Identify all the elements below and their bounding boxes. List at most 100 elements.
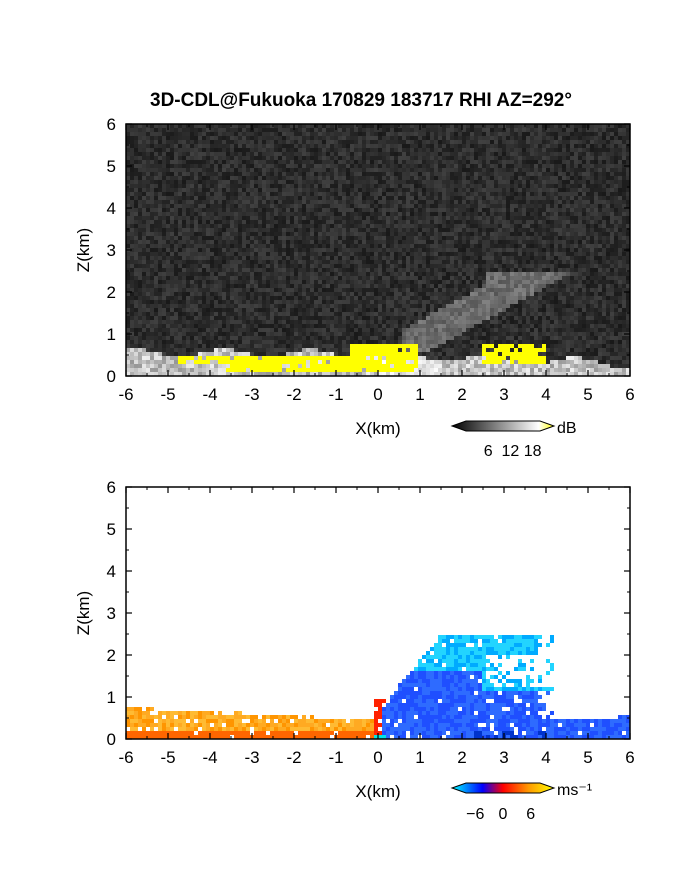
heatmap-cell <box>138 124 142 128</box>
heatmap-cell <box>210 160 214 164</box>
heatmap-cell <box>526 216 530 220</box>
heatmap-cell <box>366 168 370 172</box>
heatmap-cell <box>602 164 606 168</box>
heatmap-cell <box>342 160 346 164</box>
heatmap-cell <box>262 156 266 160</box>
heatmap-cell <box>362 248 366 252</box>
heatmap-cell <box>462 124 466 128</box>
heatmap-cell <box>386 204 390 208</box>
heatmap-cell <box>490 188 494 192</box>
heatmap-cell <box>410 168 414 172</box>
heatmap-cell <box>166 212 170 216</box>
heatmap-cell <box>530 236 534 240</box>
heatmap-cell <box>438 268 442 272</box>
heatmap-cell <box>326 248 330 252</box>
heatmap-cell <box>166 216 170 220</box>
heatmap-cell <box>598 272 602 276</box>
heatmap-cell <box>222 264 226 268</box>
heatmap-cell <box>382 124 386 128</box>
heatmap-cell <box>434 132 438 136</box>
heatmap-cell <box>402 180 406 184</box>
heatmap-cell <box>394 248 398 252</box>
heatmap-cell <box>266 260 270 264</box>
heatmap-cell <box>130 256 134 260</box>
heatmap-cell <box>298 184 302 188</box>
heatmap-cell <box>338 176 342 180</box>
heatmap-cell <box>238 232 242 236</box>
heatmap-cell <box>622 148 626 152</box>
heatmap-cell <box>202 132 206 136</box>
heatmap-cell <box>378 124 382 128</box>
heatmap-cell <box>282 244 286 248</box>
heatmap-cell <box>150 192 154 196</box>
heatmap-cell <box>538 180 542 184</box>
heatmap-cell <box>186 244 190 248</box>
heatmap-cell <box>526 156 530 160</box>
heatmap-cell <box>578 128 582 132</box>
heatmap-cell <box>158 156 162 160</box>
heatmap-cell <box>594 260 598 264</box>
heatmap-cell <box>578 164 582 168</box>
heatmap-cell <box>306 244 310 248</box>
heatmap-cell <box>402 256 406 260</box>
heatmap-cell <box>138 156 142 160</box>
heatmap-cell <box>222 268 226 272</box>
heatmap-cell <box>442 204 446 208</box>
heatmap-cell <box>438 264 442 268</box>
heatmap-cell <box>250 232 254 236</box>
heatmap-cell <box>254 192 258 196</box>
heatmap-cell <box>198 164 202 168</box>
heatmap-cell <box>606 136 610 140</box>
heatmap-cell <box>266 200 270 204</box>
heatmap-cell <box>370 136 374 140</box>
heatmap-cell <box>190 228 194 232</box>
heatmap-cell <box>418 188 422 192</box>
heatmap-cell <box>446 168 450 172</box>
heatmap-cell <box>166 160 170 164</box>
heatmap-cell <box>470 152 474 156</box>
heatmap-cell <box>490 200 494 204</box>
heatmap-cell <box>246 160 250 164</box>
heatmap-cell <box>362 204 366 208</box>
heatmap-cell <box>506 192 510 196</box>
heatmap-cell <box>626 148 630 152</box>
heatmap-cell <box>366 184 370 188</box>
heatmap-cell <box>574 180 578 184</box>
heatmap-cell <box>530 204 534 208</box>
heatmap-cell <box>154 264 158 268</box>
heatmap-cell <box>626 212 630 216</box>
heatmap-cell <box>474 144 478 148</box>
heatmap-cell <box>334 164 338 168</box>
heatmap-cell <box>278 252 282 256</box>
heatmap-cell <box>422 136 426 140</box>
heatmap-cell <box>458 244 462 248</box>
heatmap-cell <box>438 280 442 284</box>
heatmap-cell <box>410 196 414 200</box>
heatmap-cell <box>206 124 210 128</box>
heatmap-cell <box>278 144 282 148</box>
heatmap-cell <box>362 136 366 140</box>
heatmap-cell <box>214 216 218 220</box>
heatmap-cell <box>162 272 166 276</box>
heatmap-cell <box>430 232 434 236</box>
heatmap-cell <box>578 240 582 244</box>
heatmap-cell <box>202 228 206 232</box>
heatmap-cell <box>126 204 130 208</box>
heatmap-cell <box>518 256 522 260</box>
heatmap-cell <box>566 248 570 252</box>
heatmap-cell <box>578 200 582 204</box>
heatmap-cell <box>306 196 310 200</box>
heatmap-cell <box>174 180 178 184</box>
heatmap-cell <box>234 268 238 272</box>
heatmap-cell <box>290 248 294 252</box>
heatmap-cell <box>494 240 498 244</box>
heatmap-cell <box>402 244 406 248</box>
heatmap-cell <box>174 176 178 180</box>
heatmap-cell <box>282 280 286 284</box>
heatmap-cell <box>598 180 602 184</box>
heatmap-cell <box>174 172 178 176</box>
heatmap-cell <box>498 140 502 144</box>
heatmap-cell <box>518 184 522 188</box>
heatmap-cell <box>126 232 130 236</box>
heatmap-cell <box>318 184 322 188</box>
